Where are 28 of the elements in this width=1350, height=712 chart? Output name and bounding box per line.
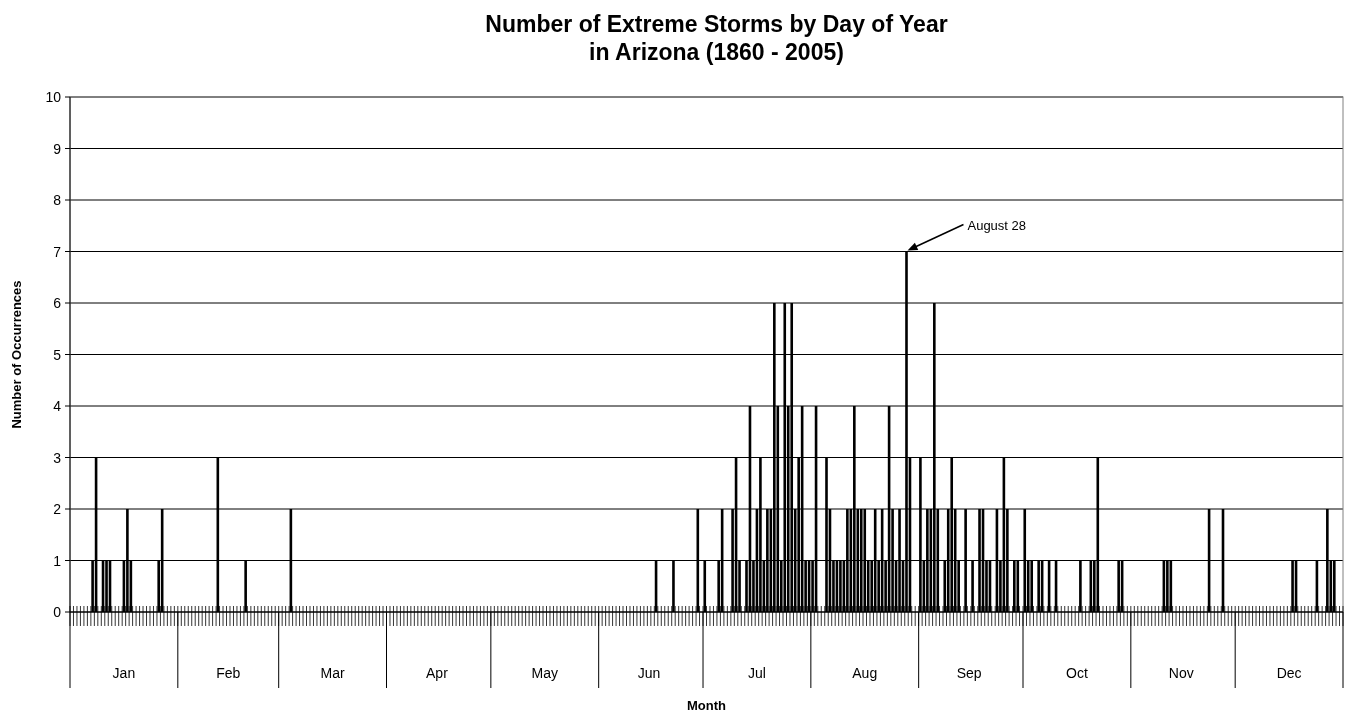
- annotation: August 28: [967, 217, 1027, 233]
- y-tick-label: 1: [53, 552, 62, 569]
- y-tick-label: 9: [53, 140, 62, 157]
- x-tick-label: Nov: [1168, 665, 1194, 681]
- y-tick-label: 5: [53, 346, 62, 363]
- y-tick-label: 4: [53, 398, 62, 414]
- x-tick-label: Mar: [320, 665, 345, 681]
- y-tick-label: 3: [53, 449, 62, 466]
- x-tick-label: Jul: [747, 665, 766, 681]
- y-tick-label: 7: [53, 243, 62, 260]
- x-tick-label: Oct: [1066, 665, 1088, 681]
- x-tick-label: Dec: [1276, 665, 1302, 681]
- x-tick-label: May: [531, 665, 558, 681]
- y-tick-label: 0: [53, 604, 62, 620]
- x-tick-label: Sep: [956, 665, 982, 681]
- y-tick-label: 10: [45, 89, 62, 105]
- x-tick-label: Jan: [112, 665, 136, 681]
- y-tick-label: 6: [53, 295, 62, 311]
- chart-title: Number of Extreme Storms by Day of Year: [485, 11, 948, 37]
- chart-subtitle: in Arizona (1860 - 2005): [589, 39, 844, 65]
- x-tick-label: Apr: [426, 665, 449, 681]
- x-tick-label: Feb: [216, 665, 241, 681]
- x-tick-label: Aug: [852, 665, 878, 681]
- y-tick-label: 2: [53, 501, 62, 517]
- y-tick-label: 8: [53, 192, 62, 208]
- x-tick-label: Jun: [637, 665, 661, 681]
- x-axis-title: Month: [687, 698, 727, 712]
- y-axis-title: Number of Occurrences: [9, 280, 24, 429]
